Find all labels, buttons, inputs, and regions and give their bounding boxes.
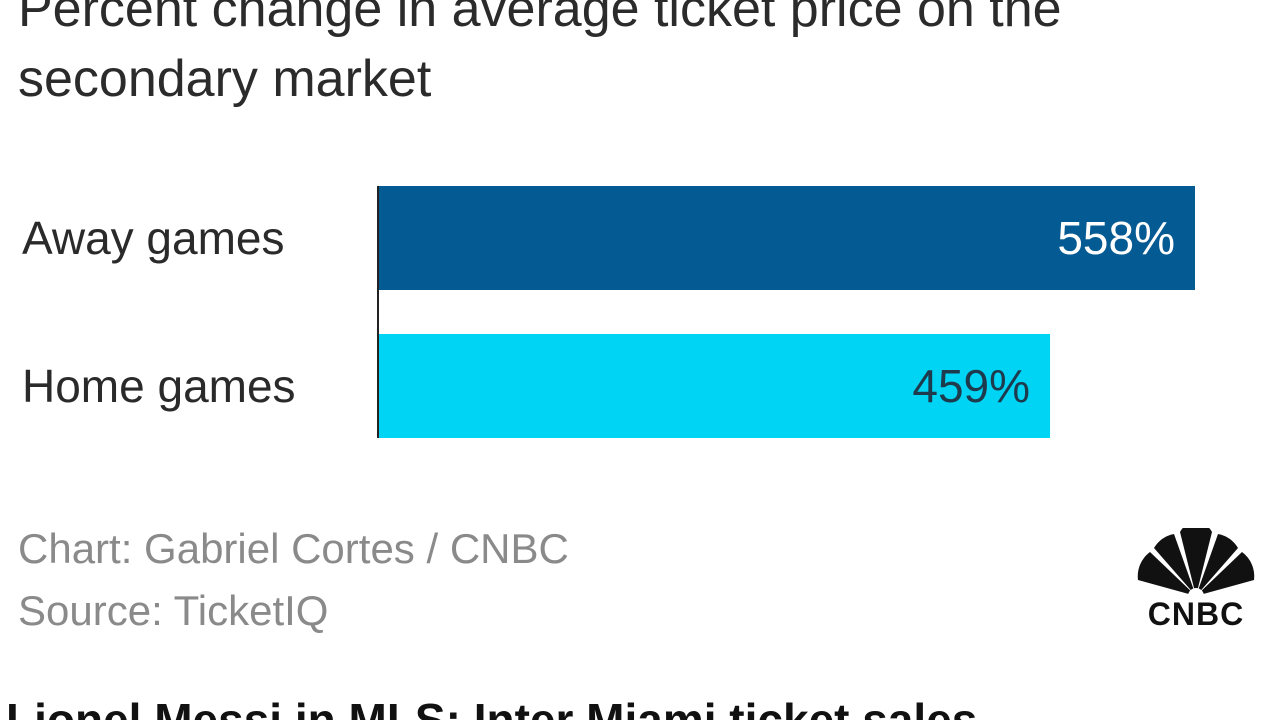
bars-layer: Away games 558% Home games 459%	[22, 186, 1195, 438]
article-headline[interactable]: Lionel Messi in MLS: Inter Miami ticket …	[6, 694, 978, 720]
chart-credit: Chart: Gabriel Cortes / CNBC	[18, 525, 569, 572]
category-label: Away games	[22, 212, 285, 264]
peacock-logo-icon	[1137, 522, 1255, 604]
bar-value-label: 558%	[1057, 212, 1175, 264]
category-label: Home games	[22, 360, 296, 412]
source-credit: Source: TicketIQ	[18, 587, 329, 634]
cnbc-logo: CNBC	[1128, 522, 1264, 632]
chart-title: Percent change in average ticket price o…	[18, 0, 1062, 108]
bar-chart: Away games 558% Home games 459%	[22, 186, 1195, 438]
bar	[378, 186, 1195, 290]
logo-wordmark: CNBC	[1147, 596, 1245, 632]
bar-value-label: 459%	[912, 360, 1030, 412]
bar	[378, 334, 1051, 438]
